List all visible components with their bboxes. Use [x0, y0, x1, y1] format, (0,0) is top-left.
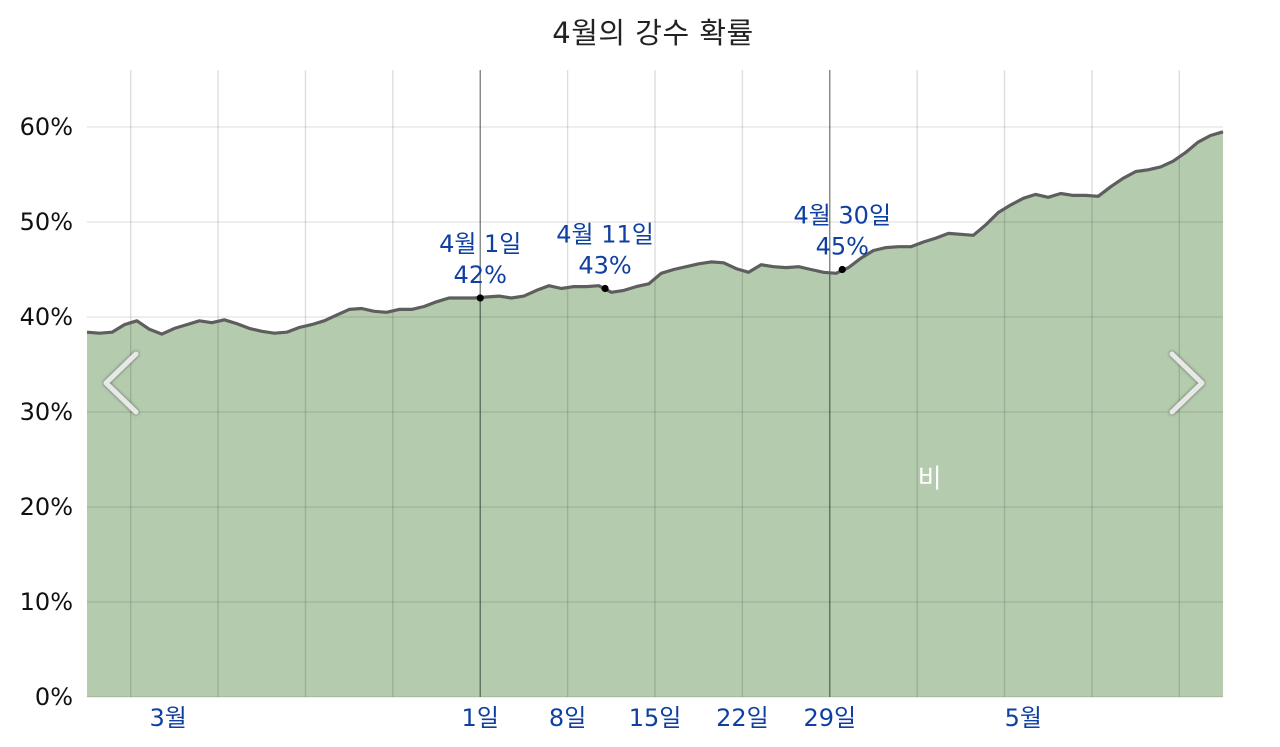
y-tick-label: 20%: [20, 493, 73, 521]
annotation-value-label: 42%: [454, 261, 507, 289]
x-tick-label: 15일: [629, 704, 682, 732]
annotation-point: [601, 284, 609, 293]
annotation-point: [476, 294, 484, 302]
x-tick-label: 29일: [803, 704, 856, 732]
annotation-date-label: 4월 30일: [793, 202, 891, 230]
y-tick-label: 40%: [20, 303, 73, 331]
y-tick-label: 10%: [20, 588, 73, 616]
annotation-point: [838, 265, 846, 274]
annotation-date-label: 4월 11일: [556, 221, 654, 249]
y-tick-label: 50%: [20, 208, 73, 236]
series-line-rain: [86, 130, 1224, 336]
y-tick-label: 0%: [35, 683, 73, 711]
series-area-rain: [87, 131, 1223, 698]
annotation-value-label: 43%: [578, 252, 631, 280]
series-area-label: 비: [918, 465, 942, 495]
x-tick-label: 1일: [462, 704, 499, 732]
chevron-right-icon[interactable]: [1158, 345, 1214, 425]
annotation-date-label: 4월 1일: [439, 230, 521, 258]
x-tick-label: 8일: [549, 704, 586, 732]
x-tick-label: 22일: [716, 704, 769, 732]
y-tick-label: 30%: [20, 398, 73, 426]
x-tick-label: 5월: [1005, 704, 1042, 732]
chevron-left-icon[interactable]: [92, 345, 148, 425]
annotation-value-label: 45%: [816, 233, 869, 261]
chart-title: 4월의 강수 확률: [552, 16, 754, 50]
y-tick-label: 60%: [20, 113, 73, 141]
x-tick-label: 3월: [149, 704, 186, 732]
